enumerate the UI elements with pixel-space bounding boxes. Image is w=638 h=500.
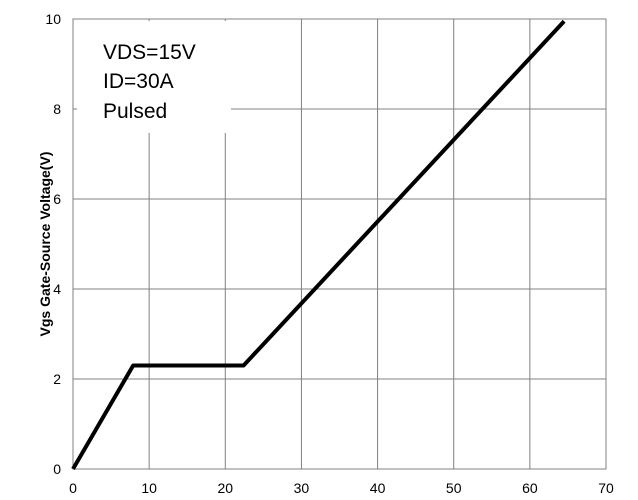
y-tick-label: 6 (53, 191, 61, 207)
plot-frame (72, 18, 607, 470)
y-tick-label: 2 (53, 371, 61, 387)
annotation-pulsed: Pulsed (103, 100, 167, 123)
annotation-vds: VDS=15V (103, 41, 196, 64)
y-axis-label: Vgs Gate-Source Voltage(V) (37, 152, 53, 337)
y-tick-label: 8 (53, 101, 61, 117)
annotation-background (77, 21, 231, 133)
x-tick-label: 40 (370, 480, 386, 496)
y-tick-labels: 0 2 4 6 8 10 (45, 11, 61, 477)
x-tick-label: 20 (217, 480, 233, 496)
x-tick-label: 30 (294, 480, 310, 496)
x-tick-label: 0 (69, 480, 77, 496)
x-tick-label: 70 (598, 480, 614, 496)
x-tick-label: 60 (522, 480, 538, 496)
x-tick-label: 10 (141, 480, 157, 496)
annotation-id: ID=30A (103, 70, 174, 93)
x-tick-label: 50 (446, 480, 462, 496)
x-tick-labels: 0 10 20 30 40 50 60 70 (69, 480, 614, 496)
y-tick-label: 0 (53, 461, 61, 477)
y-tick-label: 4 (53, 281, 61, 297)
series-line (71, 19, 566, 471)
y-tick-label: 10 (45, 11, 61, 27)
